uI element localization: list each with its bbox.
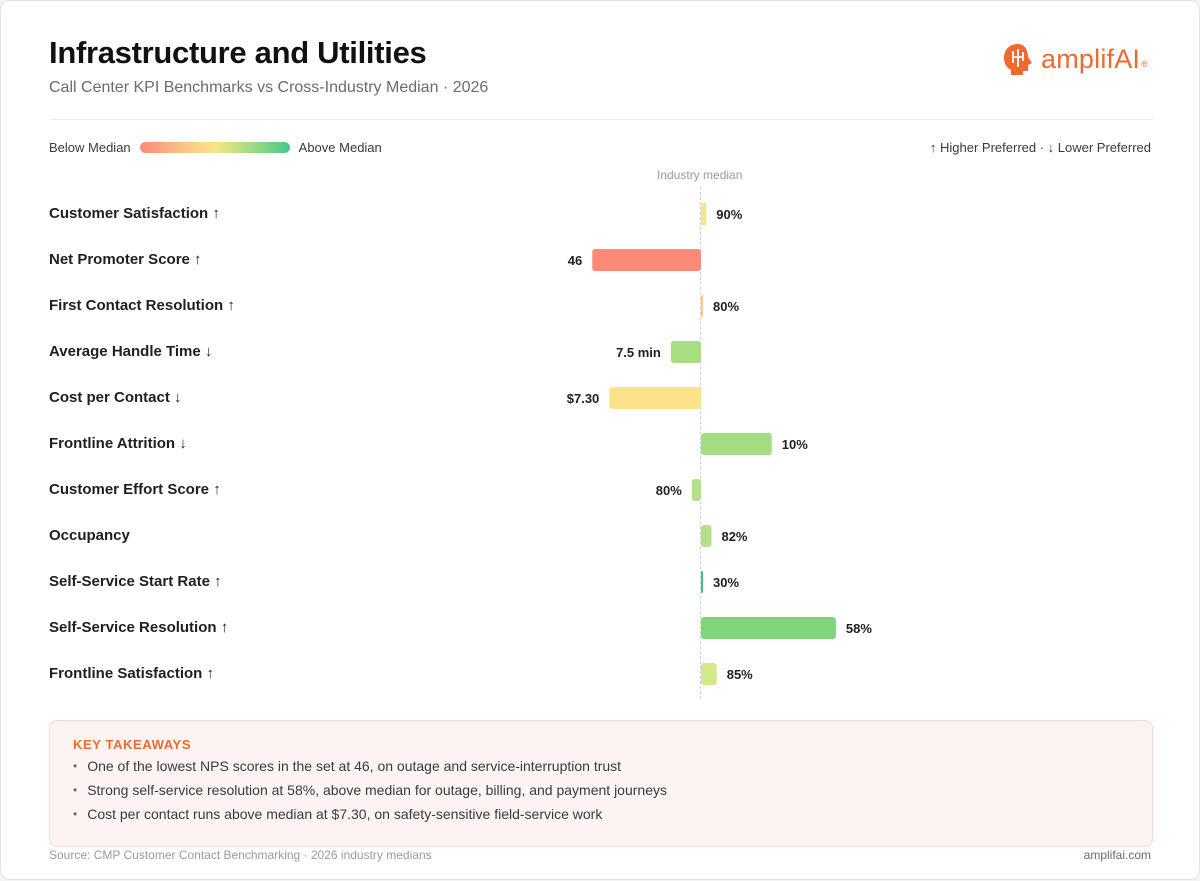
kpi-label: Average Handle Time ↓ — [49, 343, 213, 360]
kpi-bar — [592, 249, 701, 271]
kpi-label: Self-Service Resolution ↑ — [49, 619, 229, 636]
source-note: Source: CMP Customer Contact Benchmarkin… — [49, 848, 432, 862]
kpi-label: Customer Satisfaction ↑ — [49, 205, 220, 222]
page-subtitle: Call Center KPI Benchmarks vs Cross-Indu… — [49, 79, 489, 96]
brain-logo-icon — [1004, 44, 1032, 75]
kpi-label: Cost per Contact ↓ — [49, 389, 182, 406]
median-label: Industry median — [657, 168, 743, 182]
amplifai-logo[interactable]: amplifAI ® — [1001, 39, 1148, 79]
kpi-bar — [609, 387, 701, 409]
kpi-bar — [670, 341, 701, 363]
takeaway-item: One of the lowest NPS scores in the set … — [73, 754, 667, 778]
preference-legend: ↑ Higher Preferred · ↓ Lower Preferred — [929, 140, 1151, 155]
kpi-label: Net Promoter Score ↑ — [49, 251, 202, 268]
kpi-bar — [701, 571, 703, 593]
footer-site-link[interactable]: amplifai.com — [1083, 848, 1151, 862]
kpi-value-label: 7.5 min — [616, 345, 661, 360]
header-divider — [49, 119, 1153, 120]
takeaways-list: One of the lowest NPS scores in the set … — [73, 754, 667, 826]
logo-registered-mark: ® — [1141, 59, 1148, 69]
kpi-value-label: 90% — [716, 207, 742, 222]
kpi-value-label: 30% — [713, 575, 739, 590]
logo-wordmark: amplifAI — [1041, 43, 1141, 74]
kpi-label: Frontline Satisfaction ↑ — [49, 665, 215, 682]
kpi-bar — [701, 433, 772, 455]
takeaway-item: Cost per contact runs above median at $7… — [73, 802, 667, 826]
kpi-value-label: 80% — [713, 299, 739, 314]
kpi-bar — [701, 617, 836, 639]
kpi-label: Customer Effort Score ↑ — [49, 481, 221, 498]
kpi-bar — [701, 203, 707, 225]
kpi-value-label: 82% — [721, 529, 747, 544]
page-title: Infrastructure and Utilities — [49, 35, 427, 70]
legend-gradient — [139, 142, 290, 153]
kpi-value-label: 46 — [568, 253, 582, 268]
kpi-label: Frontline Attrition ↓ — [49, 435, 187, 452]
kpi-label: Self-Service Start Rate ↑ — [49, 573, 222, 590]
median-line — [700, 187, 701, 699]
kpi-value-label: $7.30 — [567, 391, 600, 406]
color-legend: Below Median Above Median — [49, 140, 382, 155]
key-takeaways-panel: KEY TAKEAWAYS One of the lowest NPS scor… — [49, 720, 1153, 847]
kpi-bar — [701, 295, 703, 317]
kpi-value-label: 85% — [727, 667, 753, 682]
legend-above-label: Above Median — [298, 140, 382, 155]
kpi-label: Occupancy — [49, 527, 130, 544]
kpi-label: First Contact Resolution ↑ — [49, 297, 235, 314]
takeaways-heading: KEY TAKEAWAYS — [73, 737, 192, 752]
takeaway-item: Strong self-service resolution at 58%, a… — [73, 778, 667, 802]
kpi-bar — [701, 525, 712, 547]
kpi-value-label: 58% — [846, 621, 872, 636]
kpi-value-label: 80% — [656, 483, 682, 498]
kpi-value-label: 10% — [782, 437, 808, 452]
kpi-bar — [701, 663, 717, 685]
legend-below-label: Below Median — [49, 140, 131, 155]
